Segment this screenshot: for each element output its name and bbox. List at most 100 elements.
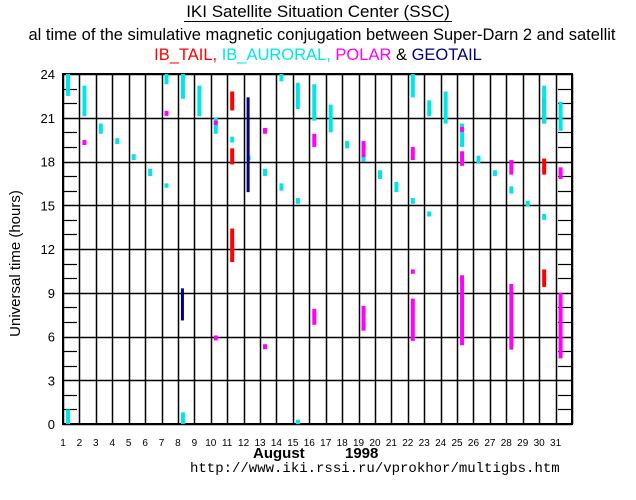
data-mark-geotail bbox=[180, 288, 184, 321]
data-mark-ib-tail bbox=[542, 269, 547, 287]
data-mark-ib-auroral bbox=[66, 409, 70, 424]
x-tick-label: 25 bbox=[452, 438, 464, 449]
data-mark-ib-auroral bbox=[427, 211, 432, 217]
y-tick-label: 0 bbox=[48, 417, 55, 432]
data-mark-ib-auroral bbox=[263, 168, 268, 177]
data-mark-polar bbox=[460, 126, 465, 132]
x-tick-label: 22 bbox=[402, 438, 414, 449]
data-mark-ib-auroral bbox=[542, 214, 547, 220]
source-url-link[interactable]: http://www.iki.rssi.ru/vprokhor/multigbs… bbox=[190, 461, 560, 477]
legend-item: IB_TAIL, bbox=[154, 46, 218, 64]
data-mark-polar bbox=[410, 298, 415, 341]
chart-title-text: IKI Satellite Situation Center (SSC) bbox=[184, 2, 452, 22]
data-mark-ib-auroral bbox=[312, 84, 317, 121]
data-mark-ib-auroral bbox=[295, 82, 300, 109]
legend-item: & bbox=[391, 46, 412, 64]
data-mark-ib-auroral bbox=[410, 74, 415, 98]
x-tick-label: 1 bbox=[60, 438, 66, 449]
data-mark-ib-auroral bbox=[98, 123, 103, 134]
data-mark-ib-auroral bbox=[492, 170, 497, 177]
y-tick-label: 3 bbox=[48, 373, 55, 388]
data-mark-ib-auroral bbox=[279, 183, 284, 191]
y-tick-label: 15 bbox=[41, 198, 55, 213]
x-tick-label: 8 bbox=[175, 438, 181, 449]
data-mark-ib-auroral bbox=[131, 154, 136, 161]
y-tick-label: 18 bbox=[41, 155, 55, 170]
x-tick-label: 13 bbox=[254, 438, 266, 449]
data-mark-ib-auroral bbox=[345, 141, 350, 149]
legend-item: POLAR bbox=[330, 46, 392, 64]
data-mark-polar bbox=[558, 167, 563, 179]
x-tick-label: 20 bbox=[369, 438, 381, 449]
data-mark-ib-auroral bbox=[558, 101, 563, 131]
y-tick-label: 12 bbox=[41, 242, 55, 257]
data-mark-ib-auroral bbox=[460, 123, 465, 147]
y-tick-label: 21 bbox=[41, 111, 55, 126]
data-mark-ib-auroral bbox=[82, 85, 87, 117]
data-mark-ib-auroral bbox=[410, 197, 415, 204]
x-tick-label: 2 bbox=[77, 438, 83, 449]
data-mark-ib-auroral bbox=[542, 85, 547, 124]
data-mark-ib-tail bbox=[230, 228, 235, 263]
x-tick-label: 4 bbox=[109, 438, 115, 449]
x-tick-label: 23 bbox=[419, 438, 431, 449]
data-mark-ib-auroral bbox=[148, 168, 153, 177]
x-tick-label: 10 bbox=[205, 438, 217, 449]
x-tick-label: 16 bbox=[304, 438, 316, 449]
x-tick-label: 7 bbox=[159, 438, 165, 449]
x-tick-label: 29 bbox=[517, 438, 529, 449]
data-mark-polar bbox=[509, 160, 514, 175]
x-tick-label: 12 bbox=[238, 438, 250, 449]
data-mark-polar bbox=[361, 141, 366, 158]
data-mark-ib-auroral bbox=[295, 419, 300, 424]
data-mark-polar bbox=[263, 127, 268, 134]
data-mark-polar bbox=[460, 275, 465, 346]
data-mark-ib-auroral bbox=[476, 155, 481, 163]
data-mark-polar bbox=[460, 151, 465, 166]
data-mark-geotail bbox=[246, 97, 250, 193]
y-tick-label: 9 bbox=[48, 286, 55, 301]
y-tick-label: 6 bbox=[48, 330, 55, 345]
x-tick-label: 21 bbox=[386, 438, 398, 449]
data-mark-polar bbox=[263, 344, 268, 350]
x-tick-label: 11 bbox=[222, 438, 233, 449]
plot-border bbox=[62, 73, 573, 425]
legend-item: GEOTAIL bbox=[411, 46, 482, 64]
chart-subtitle: al time of the simulative magnetic conju… bbox=[28, 26, 616, 44]
x-tick-label: 6 bbox=[142, 438, 148, 449]
x-tick-label: 18 bbox=[337, 438, 349, 449]
data-mark-polar bbox=[164, 110, 169, 116]
data-mark-ib-auroral bbox=[427, 100, 432, 117]
x-tick-label: 17 bbox=[320, 438, 332, 449]
data-mark-ib-auroral bbox=[394, 181, 399, 193]
data-mark-ib-auroral bbox=[115, 138, 120, 144]
data-mark-ib-auroral bbox=[295, 197, 300, 204]
x-tick-label: 24 bbox=[435, 438, 447, 449]
x-tick-label: 9 bbox=[192, 438, 198, 449]
data-mark-ib-auroral bbox=[164, 74, 169, 85]
x-tick-label: 31 bbox=[550, 438, 562, 449]
data-mark-ib-auroral bbox=[180, 412, 185, 424]
data-mark-ib-auroral bbox=[279, 74, 284, 82]
legend-item: IB_AURORAL, bbox=[217, 46, 331, 64]
y-axis-label: Universal time (hours) bbox=[6, 190, 24, 337]
data-mark-polar bbox=[312, 133, 317, 147]
data-mark-polar bbox=[312, 308, 317, 325]
data-mark-ib-auroral bbox=[230, 136, 235, 143]
data-mark-ib-tail bbox=[542, 158, 547, 175]
data-mark-polar bbox=[213, 120, 218, 126]
x-tick-label: 5 bbox=[126, 438, 132, 449]
data-mark-ib-auroral bbox=[213, 117, 218, 134]
data-mark-ib-auroral bbox=[66, 74, 70, 96]
data-mark-polar bbox=[410, 146, 415, 161]
x-tick-label: 26 bbox=[468, 438, 480, 449]
y-tick-label: 24 bbox=[41, 67, 55, 82]
x-axis-month-label: August bbox=[253, 445, 305, 462]
data-mark-ib-auroral bbox=[328, 104, 333, 133]
x-tick-label: 15 bbox=[287, 438, 299, 449]
data-mark-polar bbox=[410, 269, 415, 274]
data-mark-ib-auroral bbox=[509, 186, 514, 194]
data-mark-polar bbox=[361, 305, 366, 331]
data-mark-polar bbox=[509, 284, 514, 350]
